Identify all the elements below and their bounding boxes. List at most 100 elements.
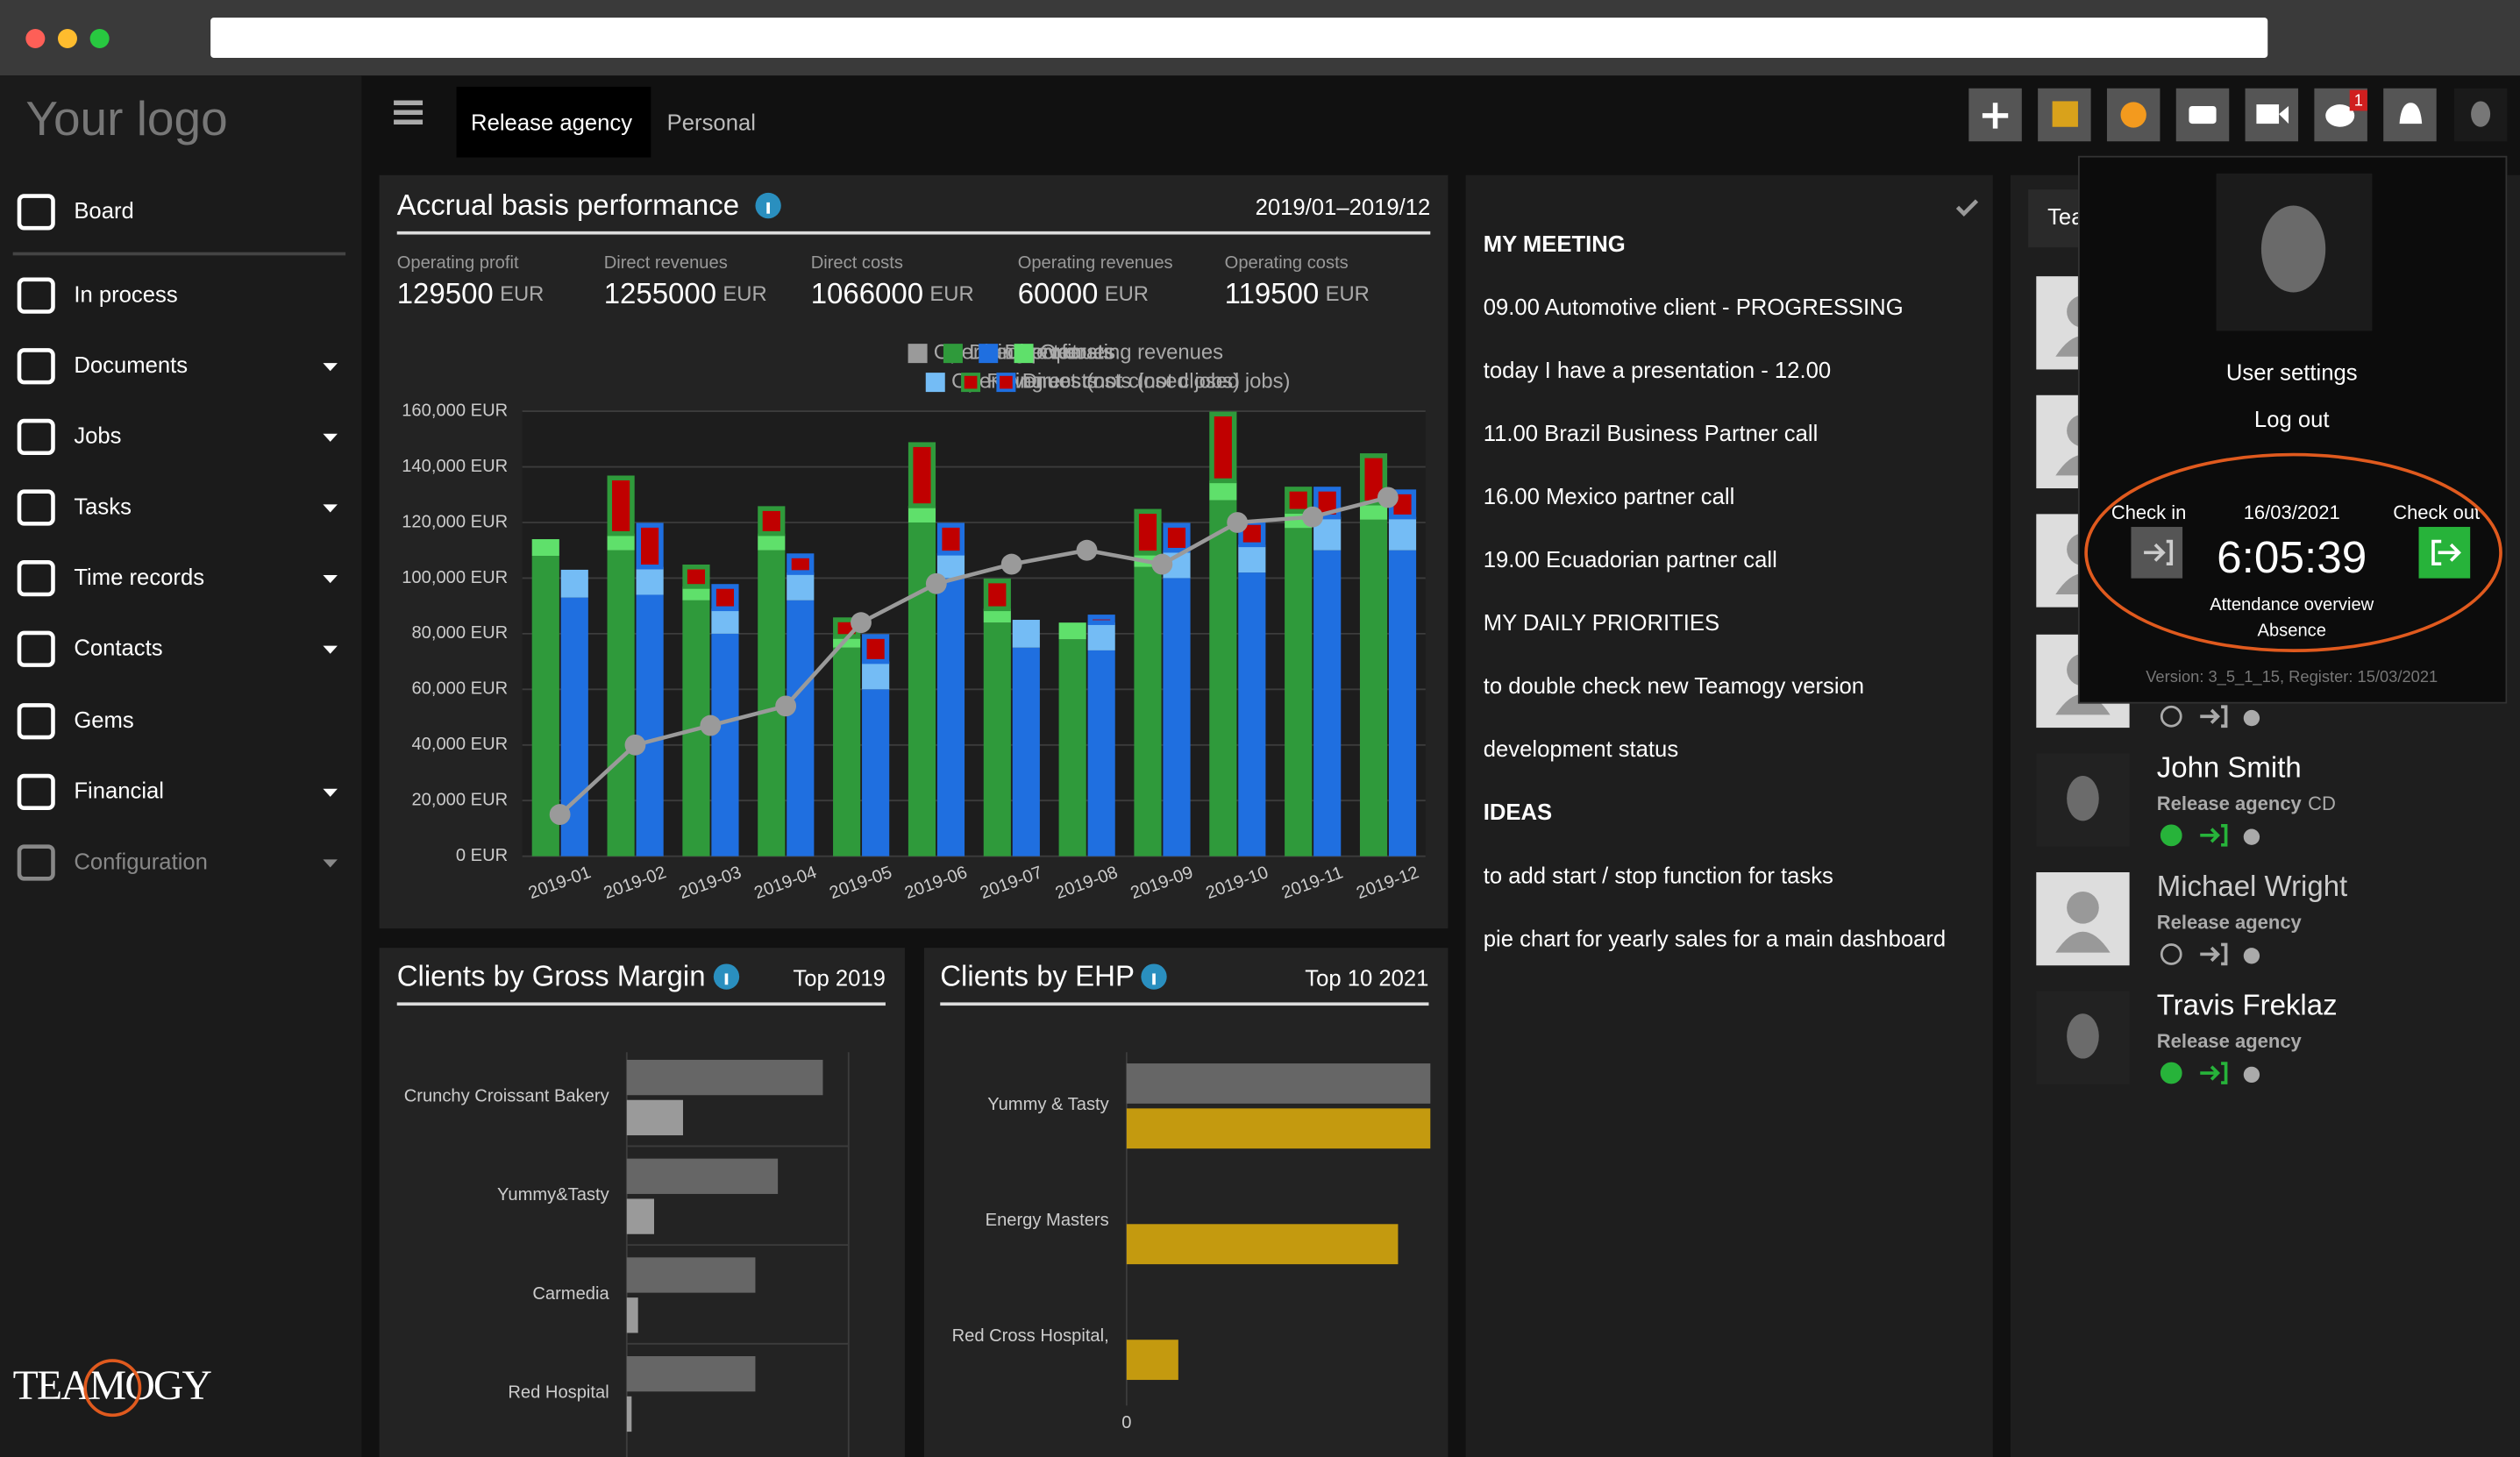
- zoom-dot[interactable]: [89, 28, 110, 48]
- help-icon: [2120, 102, 2146, 128]
- hamburger-line: [394, 119, 424, 125]
- note-line: 19.00 Ecuadorian partner call: [1484, 548, 1777, 572]
- logo: Your logo: [25, 93, 228, 146]
- user-menu-graphics: User settings Log out Check in 16/03/2021 Ch…: [2084, 173, 2502, 686]
- x-tick-label: 2019-05: [827, 863, 894, 903]
- status-dot: [2160, 943, 2182, 965]
- bar-segment: [787, 553, 815, 575]
- x-tick-label: 2019-11: [1279, 863, 1346, 902]
- panel-subtitle: 2019/01–2019/12: [1256, 195, 1431, 220]
- ehp-panel: [923, 948, 1449, 1457]
- legend-swatch: [943, 344, 963, 364]
- user-face: [2260, 205, 2326, 293]
- avatar-face: [2067, 776, 2099, 821]
- bar-segment: [862, 661, 890, 690]
- status-dot: [2160, 1062, 2182, 1084]
- bar-segment: [1209, 500, 1237, 856]
- menu-icon: [17, 277, 55, 314]
- menu-text[interactable]: Attendance overview: [2210, 595, 2374, 615]
- menu-text[interactable]: Log out: [2254, 408, 2330, 432]
- kpi-value: 129500 EUR: [397, 277, 545, 309]
- member-name: Travis Freklaz: [2157, 989, 2338, 1021]
- bar-segment: [682, 586, 710, 601]
- menu-item[interactable]: Contacts: [74, 634, 163, 661]
- sidebar: [0, 75, 362, 1457]
- caret: [323, 504, 338, 513]
- bar-segment: [1058, 622, 1086, 640]
- y-tick-label: 100,000 EUR: [402, 568, 508, 587]
- menu-item[interactable]: Gems: [74, 707, 134, 733]
- note-line: 09.00 Automotive client - PROGRESSING: [1484, 295, 1904, 320]
- profit-marker: [775, 695, 797, 717]
- menu-item[interactable]: Time records: [74, 564, 205, 590]
- caret: [323, 575, 338, 584]
- profit-line: [559, 495, 1389, 816]
- check-in-icon: [2200, 824, 2228, 847]
- tab[interactable]: Release agency: [471, 109, 633, 135]
- menu-item[interactable]: Documents: [74, 352, 189, 378]
- x-tick-label: 2019-01: [526, 863, 594, 903]
- active-tab[interactable]: [456, 86, 651, 158]
- panel-title: Accrual basis performance: [397, 188, 739, 221]
- menu-item[interactable]: In process: [74, 281, 178, 307]
- menu-item[interactable]: Financial: [74, 777, 165, 804]
- bell-icon: [2399, 103, 2423, 124]
- note-line: IDEAS: [1484, 800, 1552, 825]
- menu-item[interactable]: Tasks: [74, 493, 132, 519]
- bar-segment: [1388, 516, 1417, 551]
- menu-icon: [17, 560, 55, 597]
- user-menu: User settings Log out Check in 16/03/2021 Ch…: [2077, 155, 2508, 704]
- avatar-face: [2067, 1013, 2099, 1059]
- profit-marker: [1377, 487, 1399, 508]
- bar-segment: [1209, 480, 1237, 501]
- kpi-value: 60000 EUR: [1018, 277, 1149, 309]
- tab[interactable]: Personal: [666, 109, 756, 135]
- close-dot[interactable]: [25, 28, 46, 48]
- panel-underline: [940, 1002, 1429, 1006]
- check-in-icon: [2200, 942, 2228, 966]
- minimize-dot[interactable]: [57, 28, 77, 48]
- legend-swatch: [1014, 344, 1034, 364]
- timer-icon: [2243, 828, 2260, 845]
- note-line: MY DAILY PRIORITIES: [1484, 611, 1719, 636]
- bar-segment: [908, 505, 936, 522]
- panel-subtitle: Top 10 2021: [1305, 967, 1428, 991]
- bar-segment: [1058, 639, 1086, 856]
- note-icon: [2052, 101, 2078, 127]
- menu-item[interactable]: Configuration: [74, 848, 208, 874]
- menu-text[interactable]: User settings: [2226, 361, 2358, 386]
- address-bar[interactable]: [210, 18, 2268, 58]
- menu-icon: [17, 348, 55, 385]
- bar-segment: [1087, 650, 1115, 856]
- member-name: Michael Wright: [2157, 870, 2347, 902]
- menu-icon: [17, 630, 55, 667]
- status-dot: [2160, 705, 2182, 728]
- menu-text: Check out: [2393, 501, 2480, 523]
- kpi-value: 1255000 EUR: [604, 277, 767, 309]
- hamburger-line: [394, 100, 424, 106]
- bar: [1126, 1340, 1178, 1381]
- bar-segment: [682, 565, 710, 589]
- kpi-unit: EUR: [500, 282, 544, 306]
- panel-underline: [396, 231, 1431, 235]
- check-in-icon: [2200, 705, 2228, 728]
- bar-segment: [711, 608, 739, 634]
- y-tick-label: 80,000 EUR: [411, 623, 508, 643]
- info-glyph: [1152, 973, 1156, 985]
- print-icon: [2189, 105, 2217, 124]
- profit-marker: [1076, 539, 1098, 561]
- menu-item[interactable]: Board: [74, 197, 134, 224]
- menu-item[interactable]: Jobs: [74, 422, 122, 449]
- avatar-head: [2067, 891, 2099, 924]
- menu-text[interactable]: Absence: [2258, 621, 2326, 640]
- bar-segment: [1359, 502, 1388, 520]
- panel-underline: [396, 1002, 886, 1006]
- bar-segment: [1285, 487, 1313, 515]
- menu-icon: [17, 194, 55, 231]
- bar-segment: [787, 600, 815, 856]
- legend-label: Operating revenues: [1040, 340, 1223, 364]
- bar-segment: [983, 608, 1011, 623]
- legend-swatch: [996, 373, 1016, 393]
